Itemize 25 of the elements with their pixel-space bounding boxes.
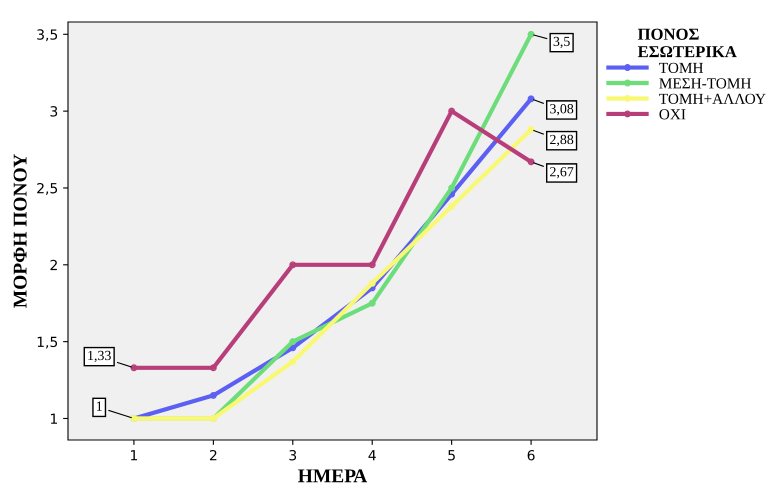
data-label: 1,33 — [88, 350, 111, 362]
y-tick-label: 1,5 — [38, 336, 58, 349]
legend-label: ΤΟΜΗ+ΑΛΛΟΥ — [659, 94, 766, 104]
y-axis-title: ΜΟΡΦΗ ΠΟΝΟΥ — [14, 154, 27, 308]
y-tick-label: 3,5 — [37, 29, 58, 42]
x-axis-title: ΗΜΕΡΑ — [298, 469, 368, 482]
y-tick-label: 2 — [50, 260, 57, 270]
x-tick-label: 4 — [368, 450, 376, 460]
y-tick-label: 2,5 — [37, 182, 58, 195]
x-tick-label: 1 — [131, 450, 138, 460]
legend-label: ΜΕΣΗ-ΤΟΜΗ — [659, 78, 752, 88]
legend-label: ΟΧΙ — [659, 109, 686, 120]
x-tick-label: 2 — [210, 450, 216, 460]
x-tick-label: 5 — [448, 450, 455, 460]
data-label: 3,5 — [554, 36, 570, 48]
x-tick-label: 6 — [528, 450, 535, 460]
data-label: 1 — [96, 402, 102, 411]
data-label: 3,08 — [550, 104, 574, 116]
legend-title: ΠΟΝΟΣ ΕΣΩΤΕΡΙΚΑ — [638, 28, 737, 58]
y-tick-label: 1 — [50, 414, 57, 424]
data-label: 2,88 — [550, 134, 574, 146]
data-label: 2,67 — [550, 167, 574, 178]
x-tick-label: 3 — [289, 450, 296, 460]
legend-label: ΤΟΜΗ — [659, 62, 704, 74]
y-tick-label: 3 — [50, 106, 58, 117]
